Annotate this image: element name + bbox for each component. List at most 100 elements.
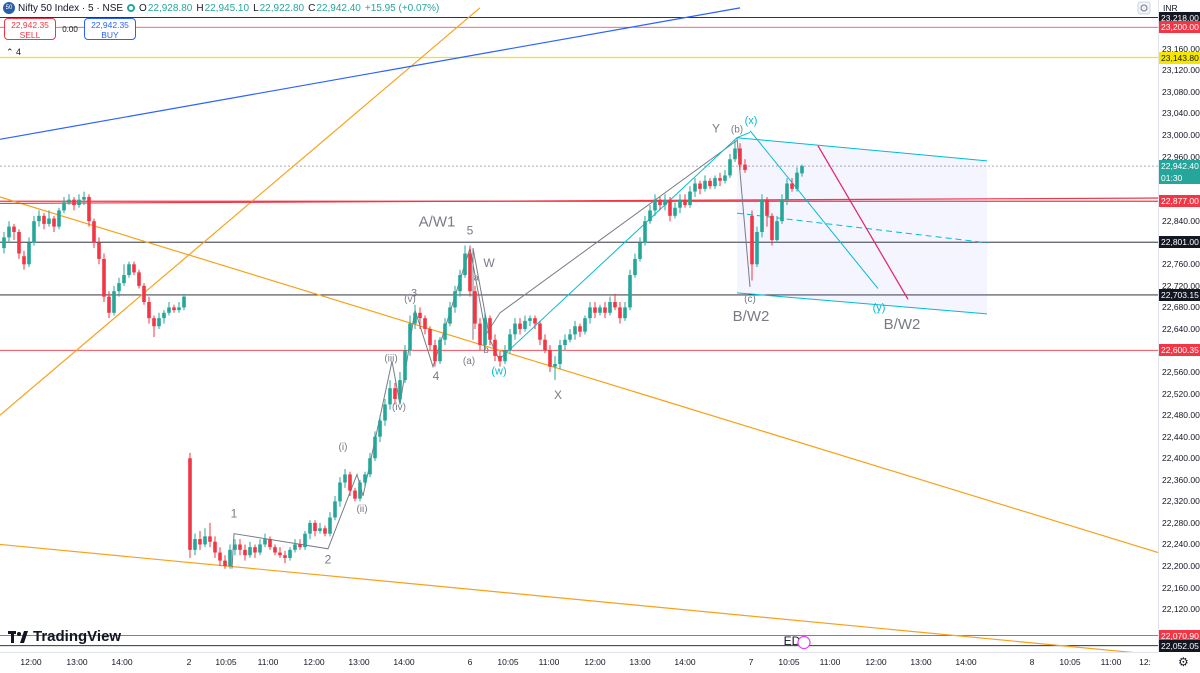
candle-body [553,363,557,367]
price-level-tag[interactable]: 22,801.00 [1159,236,1200,249]
price-level-tag[interactable]: 22,052.05 [1159,639,1200,652]
candle [348,471,352,496]
price-tick-label: 22,640.00 [1162,323,1200,334]
time-tick-label: 11:00 [1100,657,1122,667]
gear-icon[interactable]: ⚙ [1178,655,1189,669]
candle-body [258,544,262,553]
candle [97,237,101,265]
candle-body [238,544,242,550]
candle-body [693,183,697,192]
channel-mid-line [736,212,988,244]
symbol-title[interactable]: Nifty 50 Index · 5 · NSE [18,2,124,14]
candle [62,196,66,214]
wave-label: (v) [404,294,416,305]
candle-body [338,482,342,502]
candle-body [438,339,442,362]
price-level-tag[interactable]: 22,600.35 [1159,344,1200,357]
sell-button[interactable]: 22,942.35 SELL [4,18,56,40]
ohlc-high: H22,945.10 [196,2,250,14]
candle [37,210,41,227]
candle [568,328,572,343]
candle-body [738,148,742,165]
candle [142,283,146,305]
price-tick-label: 23,160.00 [1162,43,1200,54]
candle [238,539,242,556]
tradingview-logo[interactable]: TradingView [8,628,121,645]
candle [598,304,602,316]
candle-body [548,350,552,367]
candle-body [32,221,36,243]
candle-body [688,191,692,206]
candle [263,533,267,548]
price-tick-label: 22,520.00 [1162,388,1200,399]
candle [22,250,26,270]
indicators-toggle[interactable]: ⌃ 4 [6,47,22,57]
price-level-tag[interactable]: 22,877.00 [1159,195,1200,208]
price-level-tag[interactable]: 23,200.00 [1159,21,1200,34]
candle-body [608,302,612,313]
candle [52,215,56,232]
candle [162,310,166,324]
candle-body [428,328,432,346]
candle [613,293,617,311]
wave-label: (c) [744,294,756,305]
candle-body [523,320,527,329]
price-tick-label: 22,480.00 [1162,410,1200,421]
candle [673,202,677,219]
price-level-tag[interactable]: 23,218.00 [1159,11,1200,24]
candle [72,196,76,211]
price-level-tag[interactable]: 23,143.80 [1159,51,1200,64]
currency-label[interactable]: INR [1163,3,1178,13]
buy-button[interactable]: 22,942.35 BUY [84,18,136,40]
price-level-tag[interactable]: 22,070.90 [1159,629,1200,642]
candle-body [147,302,151,319]
time-tick-label: 11:00 [538,657,560,667]
candle-body [563,339,567,346]
candle [743,159,747,173]
candle [498,350,502,367]
candle [2,231,6,254]
candle-body [72,199,76,206]
candle [378,415,382,443]
candle-body [97,242,101,259]
candle [760,194,764,238]
candle [653,194,657,216]
market-open-icon [127,4,136,12]
candle [333,495,337,521]
wave-label: (y) [873,302,886,314]
candle [198,530,202,550]
buy-label: BUY [101,30,119,40]
candle [738,143,742,171]
candle [623,302,627,321]
candle [713,175,717,189]
wave-label: 2 [325,552,332,566]
candle [750,210,754,281]
candle-body [775,221,779,241]
price-level-tag[interactable]: 22,942.40 01:30 [1159,160,1200,185]
candle [508,328,512,354]
candle-body [298,544,302,548]
symbol-logo[interactable]: 50 [3,2,15,14]
wave-y-projection [749,130,879,289]
time-axis[interactable]: 12:00 13:00 14:00 2 10:05 11:00 12:00 13:00 14:0… [0,652,1158,673]
candle [293,539,297,553]
candle-body [87,196,91,222]
price-tick-label: 22,360.00 [1162,474,1200,485]
alert-icon[interactable] [1137,1,1151,15]
candle [193,533,197,556]
candle [488,315,492,346]
candle-body [213,541,217,553]
candle [403,345,407,383]
candle [363,471,367,488]
wave-label: (x) [745,115,758,127]
teal-wave-path [499,131,751,359]
candle-body [67,199,71,203]
price-level-tag[interactable]: 22,703.15 [1159,288,1200,301]
price-axis[interactable]: INR 23,160.00 23,120.00 23,080.00 23,040.00… [1158,0,1200,652]
wave-label: Y [712,121,720,135]
candle-body [218,552,222,561]
price-chart[interactable]: 1 2 (i) (ii) (iii) (iv) (v)3 4 A/W1 5 Wa b (a) (w) X Y (… [0,0,1158,652]
candle [728,153,732,179]
wave-label: ED [784,634,801,648]
